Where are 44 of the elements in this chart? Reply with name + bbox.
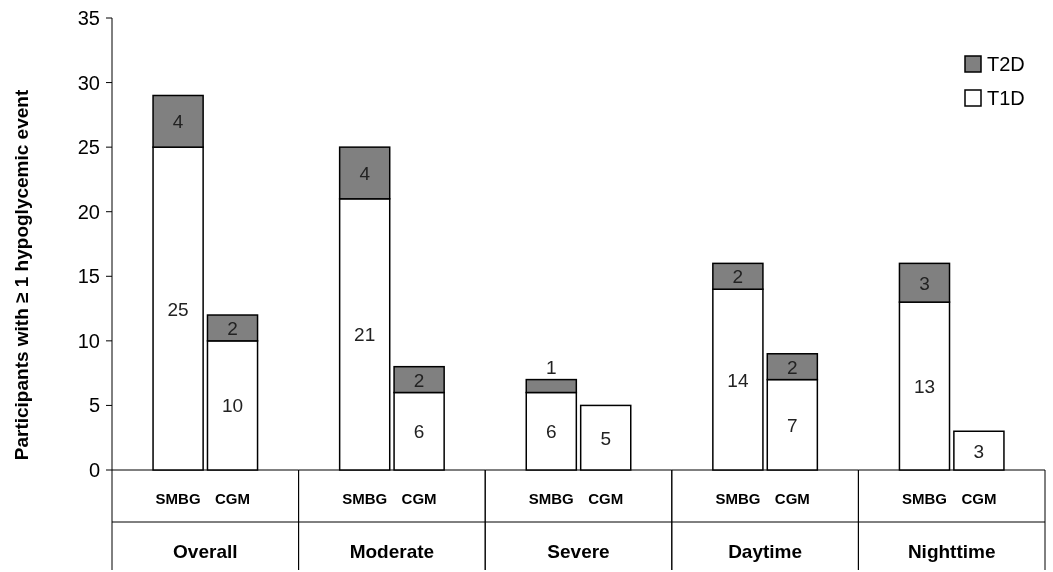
data-label: 6 <box>413 421 425 443</box>
x-axis-title: Overall <box>173 541 238 562</box>
x-tick-label: SMBG <box>155 490 201 507</box>
y-tick-label: 5 <box>88 394 100 417</box>
data-label: 3 <box>973 440 985 462</box>
x-tick-label: CGM <box>401 490 437 507</box>
data-label: 3 <box>919 272 930 294</box>
y-tick-label: 35 <box>77 7 100 29</box>
data-label: 7 <box>787 414 798 436</box>
x-tick-label: SMBG <box>342 490 388 507</box>
data-label: 2 <box>787 356 798 378</box>
data-label: 21 <box>354 324 376 346</box>
data-label: 2 <box>732 266 744 288</box>
data-label: 25 <box>167 298 189 320</box>
legend-label: T2D <box>987 53 1025 75</box>
x-axis-title: Nighttime <box>907 541 996 562</box>
data-label: 13 <box>913 376 936 398</box>
x-axis-title: Moderate <box>349 541 435 562</box>
x-tick-label: SMBG <box>715 490 761 507</box>
y-axis-title: Participants with ≥ 1 hypoglycemic event <box>11 89 32 461</box>
data-label: 1 <box>546 356 557 378</box>
x-tick-label: CGM <box>961 490 997 507</box>
y-tick-label: 0 <box>88 459 100 481</box>
x-tick-label: CGM <box>215 490 251 507</box>
x-axis-title: Severe <box>547 541 610 562</box>
data-label: 2 <box>413 369 425 391</box>
y-tick-label: 30 <box>77 71 100 94</box>
y-tick-label: 15 <box>77 265 100 288</box>
y-tick-label: 10 <box>77 329 100 352</box>
data-label: 2 <box>227 317 238 339</box>
x-tick-label: CGM <box>774 490 810 507</box>
data-label: 5 <box>600 427 611 449</box>
x-tick-label: SMBG <box>528 490 574 507</box>
data-label: 4 <box>172 111 184 133</box>
data-label: 6 <box>546 421 557 443</box>
y-tick-label: 25 <box>77 136 100 159</box>
data-label: 14 <box>727 369 749 391</box>
data-label: 10 <box>221 395 244 417</box>
legend-label: T1D <box>987 87 1025 109</box>
data-label: 4 <box>359 162 371 184</box>
x-tick-label: CGM <box>588 490 624 507</box>
x-axis-title: Daytime <box>728 541 803 562</box>
y-tick-label: 20 <box>77 200 100 223</box>
x-tick-label: SMBG <box>901 490 947 507</box>
